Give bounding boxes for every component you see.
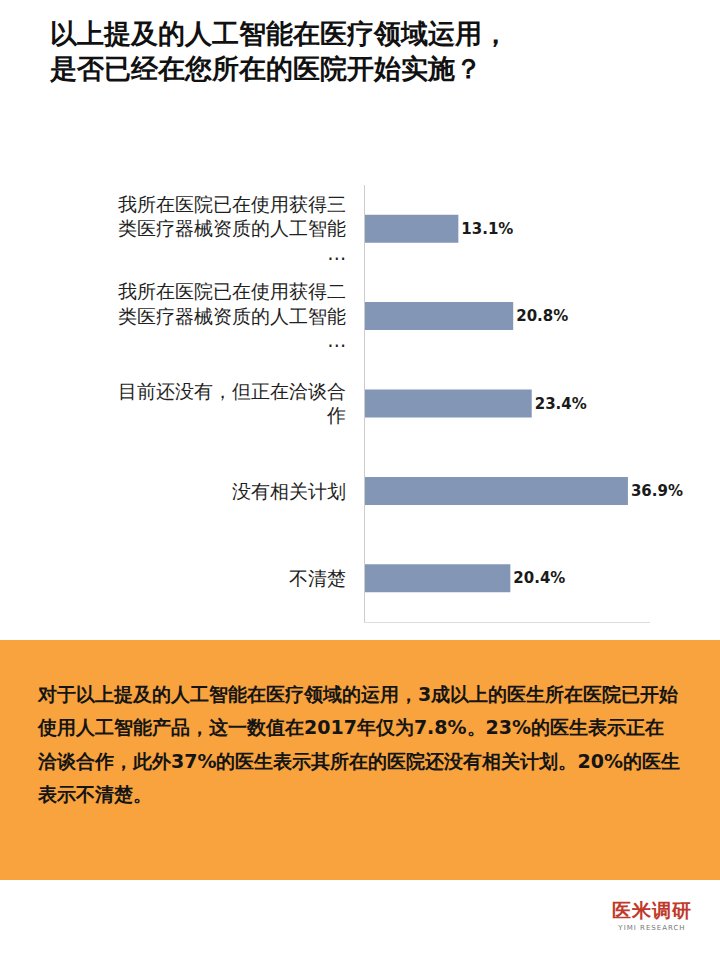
html-text:YIMI RESEARCH: YIMI RESEARCH	[618, 924, 686, 932]
svg-text:以上提及的人工智能在医疗领域运用，是否已经在您所在的医院开始: 以上提及的人工智能在医疗领域运用，是否已经在您所在的医院开始实施？	[49, 18, 509, 84]
svg-text:36.9%: 36.9%	[631, 482, 683, 500]
svg-text:目前还没有，但正在洽谈合作: 目前还没有，但正在洽谈合作	[118, 380, 346, 427]
svg-text:我所在医院已在使用获得三类医疗器械资质的人工智能…: 我所在医院已在使用获得三类医疗器械资质的人工智能…	[118, 193, 346, 264]
svg-text:20.8%: 20.8%	[516, 307, 568, 325]
html-text:医米调研: 医米调研	[612, 899, 692, 921]
svg-text:不清楚: 不清楚	[289, 567, 346, 589]
svg-text:我所在医院已在使用获得二类医疗器械资质的人工智能…: 我所在医院已在使用获得二类医疗器械资质的人工智能…	[118, 280, 346, 351]
svg-text:20.4%: 20.4%	[513, 569, 565, 587]
svg-text:13.1%: 13.1%	[461, 220, 513, 238]
svg-text:没有相关计划: 没有相关计划	[232, 480, 346, 502]
html-text:对于以上提及的人工智能在医疗领域的运用，3成以上的医生所在医: 对于以上提及的人工智能在医疗领域的运用，3成以上的医生所在医院已开始使用人工智能…	[38, 683, 680, 805]
svg-text:23.4%: 23.4%	[535, 395, 587, 413]
